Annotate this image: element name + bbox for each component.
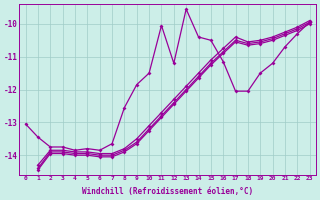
X-axis label: Windchill (Refroidissement éolien,°C): Windchill (Refroidissement éolien,°C) [82, 187, 253, 196]
